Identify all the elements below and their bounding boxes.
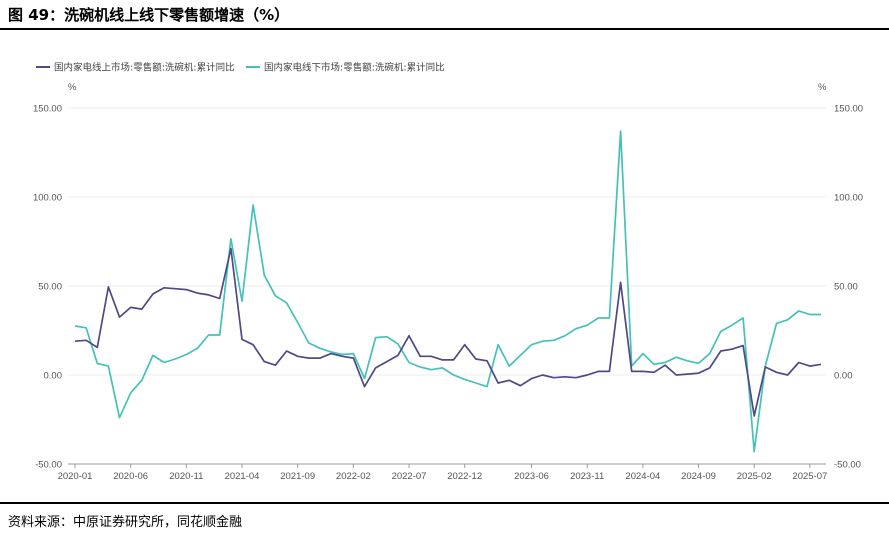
x-tick-label: 2020-06 — [113, 471, 148, 482]
left-unit-label: % — [68, 82, 77, 93]
x-tick-label: 2025-07 — [792, 471, 827, 482]
y-tick-label-right: 150.00 — [834, 104, 863, 115]
bottom-rule — [0, 502, 889, 504]
x-tick-label: 2020-01 — [58, 471, 93, 482]
chart-legend: 国内家电线上市场:零售额:洗碗机:累计同比 国内家电线下市场:零售额:洗碗机:累计… — [36, 62, 445, 74]
y-tick-label-right: 100.00 — [834, 193, 863, 204]
right-y-axis: 150.00 100.00 50.00 0.00 -50.00 — [834, 104, 863, 471]
y-tick-label-left: 0.00 — [44, 371, 63, 382]
y-tick-label-left: 50.00 — [38, 282, 62, 293]
x-tick-label: 2020-11 — [169, 471, 203, 482]
x-tick-label: 2021-09 — [280, 471, 315, 482]
x-tick-label: 2024-09 — [681, 471, 716, 482]
y-tick-label-right: -50.00 — [834, 460, 861, 471]
y-tick-label-right: 0.00 — [834, 371, 853, 382]
x-tick-label: 2022-02 — [336, 471, 371, 482]
x-tick-label: 2022-12 — [447, 471, 482, 482]
x-tick-label: 2022-07 — [392, 471, 427, 482]
legend-label: 国内家电线下市场:零售额:洗碗机:累计同比 — [264, 62, 445, 74]
legend-label: 国内家电线上市场:零售额:洗碗机:累计同比 — [54, 62, 235, 74]
y-tick-label-right: 50.00 — [834, 282, 858, 293]
line-chart: 国内家电线上市场:零售额:洗碗机:累计同比 国内家电线下市场:零售额:洗碗机:累计… — [33, 62, 863, 483]
x-tick-label: 2021-04 — [225, 471, 260, 482]
right-unit-label: % — [818, 82, 827, 93]
x-axis: 2020-01 2020-06 2020-11 2021-04 2021-09 2022-… — [58, 463, 827, 482]
x-tick-label: 2024-04 — [625, 471, 660, 482]
series-line-offline — [74, 130, 821, 453]
series-lines — [74, 130, 822, 453]
left-y-axis: 150.00 100.00 50.00 0.00 -50.00 — [33, 104, 62, 471]
x-tick-label: 2023-11 — [570, 471, 604, 482]
y-tick-label-left: -50.00 — [35, 460, 62, 471]
y-tick-label-left: 150.00 — [33, 104, 62, 115]
figure-title: 图 49：洗碗机线上线下零售额增速（%） — [8, 6, 290, 24]
top-rule — [0, 28, 889, 30]
series-line-online — [74, 247, 822, 417]
y-tick-label-left: 100.00 — [33, 193, 62, 204]
x-tick-label: 2025-02 — [737, 471, 772, 482]
source-note: 资料来源：中原证券研究所，同花顺金融 — [8, 515, 243, 530]
x-tick-label: 2023-06 — [514, 471, 549, 482]
gridlines — [68, 107, 826, 465]
